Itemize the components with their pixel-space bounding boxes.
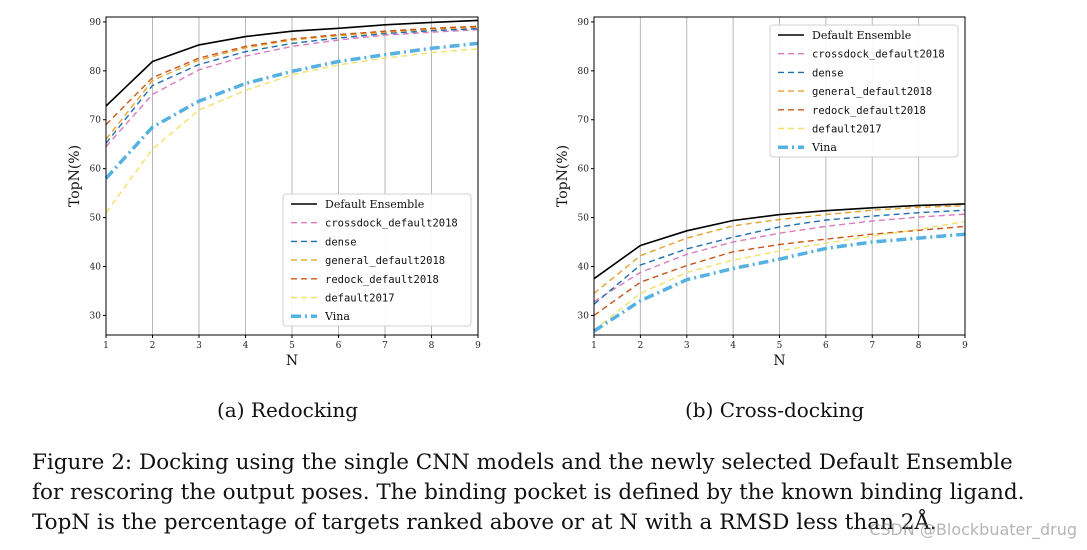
cross-docking-chart: 1 2 3 4 5 6 7 8 9 30 40 50 60 70 80 90 N TopN(%) Default E… — [555, 16, 968, 369]
y-tick-label: 60 — [90, 165, 102, 175]
x-tick-label: 9 — [475, 341, 481, 351]
y-tick-label: 30 — [90, 311, 102, 321]
series-line-crossdock-default2018 — [593, 213, 966, 303]
x-axis-label: N — [286, 353, 298, 369]
caption-line-3: TopN is the percentage of targets ranked… — [32, 510, 937, 535]
series-line-default2017 — [593, 220, 966, 331]
legend-box — [282, 193, 472, 327]
legend: Default Ensemble crossdock_default2018den… — [769, 24, 959, 158]
x-tick-label: 3 — [684, 341, 690, 351]
legend-label: Vina — [324, 310, 350, 323]
series-line-crossdock-default2018 — [105, 29, 479, 148]
y-tick-label: 90 — [578, 18, 590, 28]
y-tick-label: 80 — [90, 67, 102, 77]
x-tick-label: 1 — [103, 341, 109, 351]
legend-label: crossdock_default2018 — [812, 49, 945, 61]
legend-label: default2017 — [325, 293, 395, 305]
y-tick-label: 40 — [90, 263, 102, 273]
watermark: CSDN @Blockbuater_drug — [869, 520, 1077, 539]
y-tick-label: 70 — [90, 116, 102, 126]
redocking-chart: 1 2 3 4 5 6 7 8 9 30 40 50 60 70 80 90 N TopN(%) Default E… — [67, 16, 481, 369]
y-tick-label: 80 — [578, 67, 590, 77]
y-tick-label: 70 — [578, 116, 590, 126]
legend-label: Vina — [811, 141, 837, 154]
legend-label: crossdock_default2018 — [325, 218, 458, 230]
legend-label: Default Ensemble — [325, 198, 424, 211]
legend-label: dense — [325, 236, 357, 248]
legend: Default Ensemble crossdock_default2018den… — [282, 193, 472, 327]
subcaption-cross-docking: (b) Cross-docking — [685, 398, 865, 422]
caption-line-1: Figure 2: Docking using the single CNN m… — [32, 450, 1013, 475]
series-line-redock-default2018 — [105, 25, 479, 126]
y-tick-label: 90 — [90, 18, 102, 28]
legend-label: redock_default2018 — [812, 105, 926, 117]
y-axis-label: TopN(%) — [67, 145, 83, 207]
legend-label: Default Ensemble — [812, 29, 911, 42]
y-tick-label: 50 — [90, 214, 102, 224]
legend-label: general_default2018 — [812, 86, 932, 98]
series-line-vina — [104, 41, 479, 180]
x-tick-label: 2 — [150, 341, 156, 351]
x-tick-label: 8 — [429, 341, 435, 351]
x-tick-label: 6 — [823, 341, 829, 351]
x-tick-label: 7 — [382, 341, 388, 351]
subcaption-redocking: (a) Redocking — [217, 398, 359, 422]
series-line-default-ensemble — [105, 19, 479, 107]
figure-caption: Figure 2: Docking using the single CNN m… — [32, 448, 1042, 538]
series-line-default-ensemble — [593, 203, 966, 280]
legend-label: default2017 — [812, 124, 882, 136]
x-tick-label: 6 — [336, 341, 342, 351]
x-tick-label: 5 — [289, 341, 295, 351]
series-line-vina — [593, 232, 966, 333]
series-line-dense — [105, 28, 479, 144]
y-tick-label: 50 — [578, 214, 590, 224]
x-tick-label: 3 — [196, 341, 202, 351]
legend-box — [769, 24, 959, 158]
x-tick-label: 2 — [638, 341, 644, 351]
x-tick-label: 7 — [869, 341, 875, 351]
x-tick-label: 1 — [591, 341, 597, 351]
series-line-dense — [593, 209, 966, 305]
series-line-general-default2018 — [105, 26, 479, 140]
legend-label: redock_default2018 — [325, 274, 439, 286]
caption-line-2: for rescoring the output poses. The bind… — [32, 480, 1025, 505]
legend-label: general_default2018 — [325, 255, 445, 267]
y-tick-label: 60 — [578, 165, 590, 175]
x-tick-label: 9 — [962, 341, 968, 351]
y-axis-label: TopN(%) — [555, 145, 571, 207]
x-tick-label: 4 — [243, 341, 249, 351]
legend-label: dense — [812, 67, 844, 79]
x-tick-label: 4 — [730, 341, 736, 351]
y-tick-label: 40 — [578, 263, 590, 273]
x-axis-label: N — [773, 353, 785, 369]
y-tick-label: 30 — [578, 311, 590, 321]
x-tick-label: 8 — [916, 341, 922, 351]
x-tick-label: 5 — [777, 341, 783, 351]
series-line-general-default2018 — [593, 205, 966, 294]
series-line-default2017 — [105, 48, 479, 214]
